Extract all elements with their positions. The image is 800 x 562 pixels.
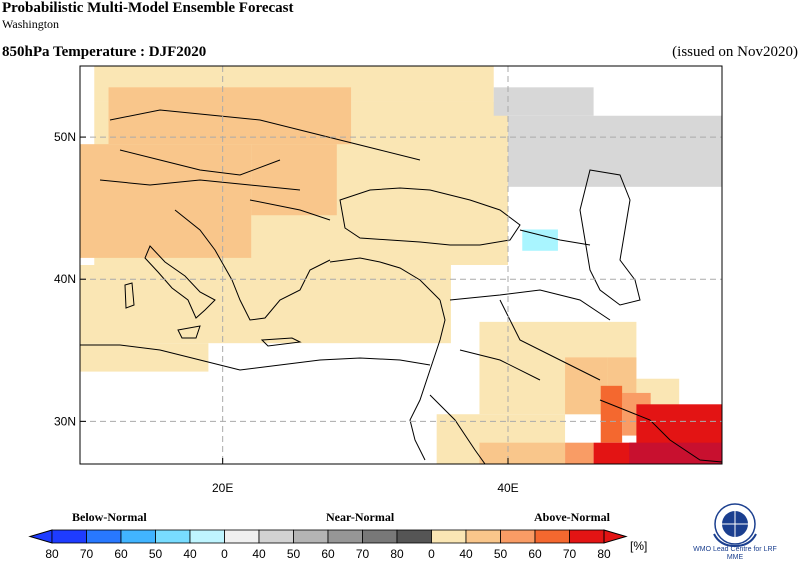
legend-swatch — [155, 529, 191, 544]
legend-tick-label: 40 — [252, 547, 266, 560]
legend-tick-label: 70 — [80, 547, 94, 560]
lon-label: 20E — [212, 481, 233, 495]
legend-tick-label: 80 — [597, 547, 611, 560]
red-sea-coast — [429, 394, 486, 464]
forecast-subtitle: Washington — [2, 17, 60, 31]
legend-tick-labels: 80 70 60 50 40 0 40 50 60 70 80 0 40 50 60 70 80 [%] — [45, 539, 647, 560]
legend-swatch — [362, 529, 398, 544]
prob-cell-above_60 — [565, 442, 594, 464]
map-border — [79, 65, 723, 465]
legend-swatch — [327, 529, 363, 544]
legend-swatch — [396, 529, 432, 544]
wmo-logo — [713, 503, 757, 548]
turkey-south-coast — [329, 257, 441, 301]
legend-swatch — [500, 529, 536, 544]
variable-title: 850hPa Temperature : DJF2020 — [2, 44, 207, 60]
axis-labels: 50N 40N 30N 20E 40E — [54, 130, 519, 495]
legend-tick-label: 0 — [428, 547, 435, 560]
legend-swatch — [534, 529, 570, 544]
legend-swatch — [51, 529, 87, 544]
wmo-logo-ring — [714, 503, 756, 545]
persian-gulf-coast — [599, 399, 722, 463]
caspian-outline — [579, 169, 641, 306]
sicily-outline — [177, 325, 201, 339]
levant-coast — [409, 299, 446, 461]
legend-left-arrow — [28, 529, 53, 544]
sardinia-outline — [124, 282, 135, 309]
lat-label: 30N — [54, 414, 76, 428]
legend-right-arrow — [603, 529, 628, 544]
legend-tick-label: 60 — [321, 547, 335, 560]
legend-tick-label: 70 — [356, 547, 370, 560]
legend-tick-label: 50 — [149, 547, 163, 560]
legend-tick-label: 0 — [221, 547, 228, 560]
legend-above-normal: Above-Normal — [534, 510, 610, 524]
prob-cell-near_40 — [493, 87, 594, 116]
coastlines — [80, 109, 722, 464]
legend-swatch — [189, 529, 225, 544]
legend-tick-label: 40 — [183, 547, 197, 560]
legend-tick-label: 40 — [459, 547, 473, 560]
wmo-logo-laurel — [713, 533, 757, 548]
black-sea-coast — [339, 187, 521, 246]
legend-colorbar — [28, 529, 628, 544]
lon-label: 40E — [497, 481, 518, 495]
prob-cell-near_40 — [508, 115, 722, 187]
legend-unit: [%] — [630, 539, 647, 553]
legend-swatch — [258, 529, 294, 544]
legend-below-normal: Below-Normal — [72, 510, 147, 524]
legend-tick-label: 80 — [390, 547, 404, 560]
legend-tick-label: 60 — [114, 547, 128, 560]
legend-swatch — [569, 529, 605, 544]
lat-label: 40N — [54, 272, 76, 286]
prob-cell-above_80 — [593, 442, 637, 464]
north-africa-coast — [80, 344, 431, 371]
legend-swatch — [431, 529, 467, 544]
lat-label: 50N — [54, 130, 76, 144]
legend-tick-label: 80 — [45, 547, 59, 560]
crete-outline — [260, 337, 302, 347]
probability-cells — [80, 66, 722, 464]
legend-swatch — [293, 529, 329, 544]
prob-cell-below_40 — [522, 229, 558, 251]
prob-cell-above_50 — [565, 357, 608, 415]
forecast-map: 50N 40N 30N 20E 40E — [54, 65, 723, 495]
legend-tick-label: 70 — [563, 547, 577, 560]
forecast-title: Probabilistic Multi-Model Ensemble Forec… — [2, 0, 294, 16]
prob-cell-above_40 — [80, 265, 451, 344]
legend-tick-label: 60 — [528, 547, 542, 560]
prob-cell-above_50 — [108, 87, 352, 145]
legend-swatch — [86, 529, 122, 544]
balkan-coast — [174, 209, 331, 321]
italy-coast — [144, 245, 216, 319]
issued-date: (issued on Nov2020) — [672, 44, 798, 60]
graticule — [80, 66, 722, 464]
legend-near-normal: Near-Normal — [326, 510, 395, 524]
prob-cell-above_70 — [600, 385, 623, 443]
middle-east-border-lines — [449, 229, 611, 381]
legend-swatch — [465, 529, 501, 544]
legend-tick-label: 50 — [494, 547, 508, 560]
legend-tick-label: 50 — [287, 547, 301, 560]
legend-swatch — [120, 529, 156, 544]
prob-cell-above_50 — [479, 442, 566, 464]
wmo-logo-caption: WMO Lead Centre for LRF MME — [693, 546, 777, 561]
europe-border-lines — [99, 109, 421, 221]
wmo-logo-grid — [722, 511, 748, 537]
legend-swatch — [224, 529, 260, 544]
